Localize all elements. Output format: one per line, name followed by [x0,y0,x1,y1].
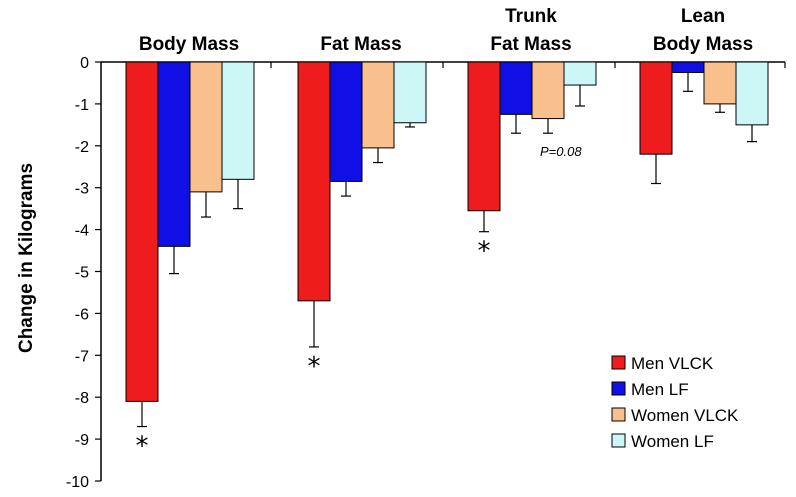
legend-label: Men VLCK [631,354,714,373]
bar [361,61,395,149]
bar [563,61,597,86]
y-tick-label: -5 [75,265,89,282]
legend-swatch [611,433,626,448]
significance-marker: * [478,237,491,267]
bar [329,61,363,182]
bar [499,61,533,115]
legend-swatch [611,407,626,422]
category-label: Body Mass [653,34,753,55]
legend: Men VLCK Men LF Women VLCK Women LF [611,354,739,451]
significance-marker: * [136,432,149,462]
bar [157,61,191,247]
category-label: Body Mass [139,34,239,55]
legend-label: Women LF [631,432,714,451]
y-tick-label: -6 [75,306,89,323]
y-tick-label: -10 [66,474,89,491]
bar [639,61,673,155]
bar [531,61,565,120]
y-tick-label: -8 [75,390,89,407]
bars: * * * P=0.08 [125,61,769,462]
significance-marker: * [308,352,321,382]
category-label: Trunk [505,6,557,27]
p-value-annotation: P=0.08 [540,144,582,159]
legend-label: Women VLCK [631,406,739,425]
bar [703,61,737,105]
category-label: Fat Mass [490,34,571,55]
legend-swatch [611,381,626,396]
bar [125,61,159,402]
bar [221,61,255,180]
y-tick-label: -4 [75,223,89,240]
bar [671,61,705,73]
y-tick-label: -3 [75,181,89,198]
y-tick-label: -2 [75,139,89,156]
bar [189,61,223,193]
bar [467,61,501,212]
legend-swatch [611,355,626,370]
y-axis-title: Change in Kilograms [16,163,37,353]
category-labels: Body Mass Fat Mass Trunk Fat Mass Lean Body M… [139,6,753,55]
category-label: Fat Mass [320,34,401,55]
bar [393,61,427,124]
y-tick-label: -1 [75,97,89,114]
bar [297,61,331,302]
y-tick-label: -9 [75,432,89,449]
legend-label: Men LF [631,380,689,399]
y-tick-label: 0 [80,55,89,72]
bar [735,61,769,126]
category-label: Lean [681,6,725,27]
y-tick-label: -7 [75,348,89,365]
